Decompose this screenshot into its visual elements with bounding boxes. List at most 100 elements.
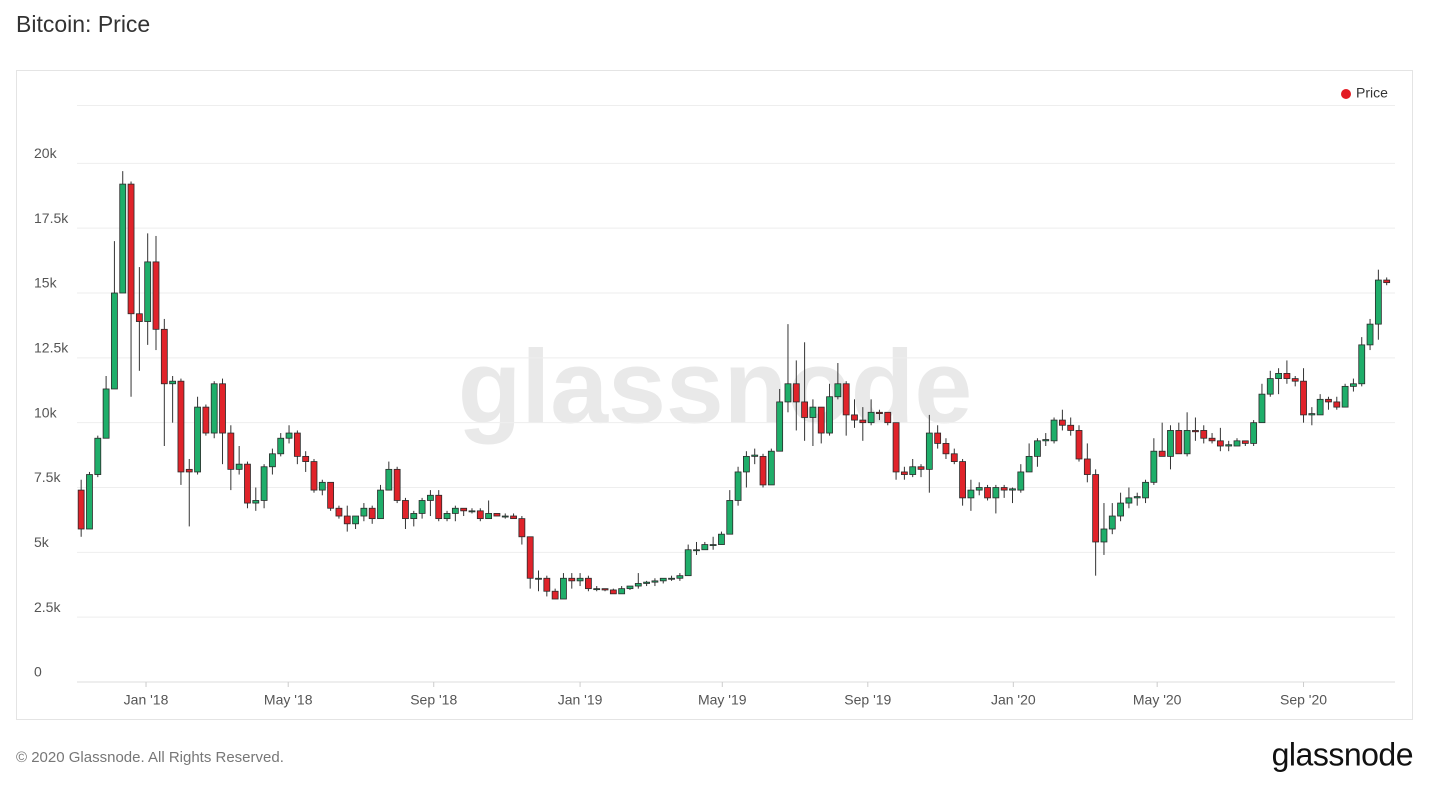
candle-body — [784, 383, 792, 403]
candle-body — [410, 513, 418, 520]
candle — [1009, 487, 1016, 504]
candle-body — [651, 580, 659, 583]
candle-body — [185, 468, 193, 473]
candle — [593, 586, 601, 592]
candle-body — [327, 481, 335, 509]
candle-body — [593, 588, 601, 591]
candle — [701, 541, 709, 551]
candle-body — [1225, 444, 1233, 447]
candle — [418, 497, 426, 519]
candle — [1358, 337, 1366, 387]
candle — [1075, 425, 1083, 462]
candle-body — [310, 461, 318, 491]
candle — [1291, 375, 1299, 387]
candle — [1258, 383, 1266, 424]
candle — [1100, 503, 1108, 555]
legend-marker — [1341, 89, 1351, 99]
candle-body — [1275, 373, 1282, 379]
candle — [1108, 503, 1116, 535]
candle — [385, 461, 393, 491]
candle-body — [1358, 344, 1366, 385]
x-tick-label: Jan '19 — [558, 692, 603, 708]
candle — [1133, 492, 1141, 506]
candle — [244, 461, 251, 509]
candle — [202, 404, 210, 436]
candle — [568, 573, 576, 589]
candle-body — [709, 544, 717, 546]
candle-body — [676, 575, 684, 579]
candle-body — [909, 466, 917, 475]
candle-body — [252, 500, 260, 504]
candle-body — [1133, 496, 1141, 499]
candle — [402, 497, 409, 529]
candle — [659, 577, 667, 584]
candle — [310, 458, 318, 493]
candle — [86, 471, 93, 530]
candle — [102, 375, 110, 439]
candle — [1241, 440, 1249, 447]
candle-body — [1117, 502, 1124, 517]
candle — [435, 490, 443, 522]
candle-body — [177, 380, 185, 473]
candle-body — [1300, 380, 1307, 416]
candle — [984, 484, 991, 501]
candle-body — [1034, 440, 1041, 457]
candle — [111, 241, 118, 390]
candle — [1158, 422, 1166, 457]
candle — [1308, 407, 1316, 426]
candle-body — [734, 471, 742, 501]
candle-body — [335, 507, 343, 517]
candle — [751, 448, 759, 465]
candle-body — [393, 468, 401, 501]
candle-body — [1291, 378, 1299, 382]
candle-body — [543, 577, 551, 592]
candle-body — [743, 455, 750, 473]
candle — [1316, 394, 1324, 416]
candle-body — [360, 507, 368, 517]
candle-body — [992, 487, 1000, 499]
candle — [227, 425, 235, 491]
candle-body — [618, 588, 626, 595]
candle — [1233, 438, 1241, 447]
candle-body — [160, 328, 168, 385]
candle — [302, 451, 310, 472]
candle — [1175, 422, 1183, 455]
candle-body — [443, 513, 451, 520]
plot: 0 2.5k 5k 7.5k 10k 12.5k 15k 17.5k 20k Jan '18 May… — [34, 145, 1395, 708]
x-tick-label: Sep '18 — [410, 692, 457, 708]
candle-body — [368, 507, 376, 520]
candle-body — [1192, 430, 1199, 433]
candle — [1192, 417, 1199, 441]
candle — [992, 484, 1000, 514]
candle — [842, 381, 850, 436]
candle — [651, 578, 659, 587]
candle — [144, 233, 152, 345]
x-tick-label: May '19 — [698, 692, 747, 708]
candle — [260, 464, 268, 509]
candle — [410, 510, 418, 527]
candle-body — [219, 383, 226, 434]
x-tick-label: Sep '20 — [1280, 692, 1327, 708]
candle — [693, 541, 700, 555]
candle — [859, 407, 867, 441]
candle-body — [551, 590, 559, 600]
candle-body — [1366, 323, 1374, 346]
candle — [535, 570, 542, 592]
candle-body — [1092, 474, 1100, 543]
candle — [1216, 427, 1224, 452]
candle-body — [1150, 450, 1158, 483]
candle-body — [609, 589, 617, 595]
candle — [318, 479, 326, 496]
watermark: glassnode — [458, 329, 972, 445]
candle-body — [1308, 413, 1316, 416]
candle-body — [826, 396, 833, 434]
candle — [1125, 487, 1133, 509]
candle-body — [343, 515, 351, 525]
candle — [1266, 370, 1274, 397]
candle — [1374, 269, 1382, 340]
candle — [784, 324, 792, 413]
candle-body — [227, 432, 235, 470]
candle-body — [1250, 422, 1258, 444]
candle — [343, 505, 351, 532]
candle-body — [900, 471, 908, 475]
